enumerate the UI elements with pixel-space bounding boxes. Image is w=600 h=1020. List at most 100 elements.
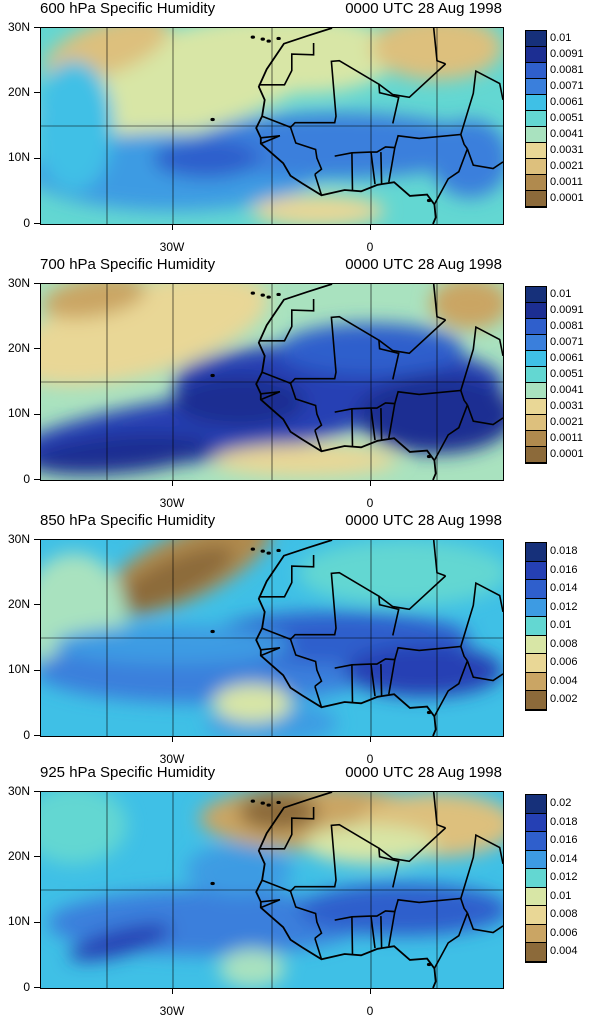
- country-border: [378, 575, 447, 611]
- island: [210, 373, 215, 378]
- legend-level-label: 0.0031: [550, 400, 584, 412]
- legend-color-swatch: [526, 47, 546, 63]
- legend-color-swatch: [526, 31, 546, 47]
- country-border: [370, 664, 376, 697]
- humidity-panel-700hpa: 700 hPa Specific Humidity 0000 UTC 28 Au…: [0, 256, 600, 512]
- legend-color-swatch: [526, 561, 546, 580]
- lat-tick-mark: [34, 283, 40, 284]
- legend-color-swatch: [526, 143, 546, 159]
- legend-level-label: 0.014: [550, 582, 578, 595]
- panel-title-level: 925 hPa Specific Humidity: [40, 764, 216, 781]
- humidity-field-svg: [41, 28, 503, 224]
- humidity-contour-region: [212, 444, 398, 477]
- lat-tick-mark: [34, 414, 40, 415]
- lon-tick-mark: [370, 736, 371, 742]
- country-border: [388, 403, 396, 439]
- legend-level-label: 0.0041: [550, 384, 584, 396]
- lat-tick-label: 30N: [7, 276, 30, 290]
- island: [210, 881, 215, 886]
- country-border: [351, 408, 354, 448]
- humidity-contour-region: [239, 792, 319, 832]
- lat-tick-mark: [34, 987, 40, 988]
- legend-color-swatch: [526, 887, 546, 906]
- island: [426, 198, 432, 203]
- country-border: [260, 391, 281, 401]
- country-border: [466, 148, 503, 170]
- color-legend-bar: [525, 286, 547, 464]
- island: [250, 547, 256, 551]
- country-border: [314, 430, 323, 452]
- country-border: [258, 555, 315, 598]
- legend-color-swatch: [526, 399, 546, 415]
- country-border: [351, 664, 354, 704]
- humidity-field-svg: [41, 792, 503, 988]
- humidity-contour-map: [40, 283, 504, 481]
- legend-color-swatch: [526, 351, 546, 367]
- legend-color-swatch: [526, 383, 546, 399]
- lat-tick-mark: [34, 604, 40, 605]
- legend-level-label: 0.01: [550, 619, 572, 632]
- legend-color-swatch: [526, 691, 546, 710]
- country-border: [432, 540, 446, 577]
- legend-color-swatch: [526, 580, 546, 599]
- lon-tick-label: 30W: [159, 496, 185, 510]
- country-border: [289, 127, 323, 175]
- country-border: [314, 686, 323, 708]
- island: [276, 36, 281, 41]
- legend-level-label: 0.006: [550, 656, 578, 669]
- country-border: [460, 69, 503, 135]
- legend-color-swatch: [526, 795, 546, 814]
- country-border: [289, 383, 323, 431]
- legend-color-swatch: [526, 598, 546, 617]
- country-border: [433, 148, 469, 205]
- lon-tick-label: 30W: [159, 752, 185, 766]
- country-border: [433, 404, 469, 461]
- lat-tick-label: 10N: [7, 150, 30, 164]
- legend-color-swatch: [526, 191, 546, 207]
- legend-color-swatch: [526, 95, 546, 111]
- lat-tick-mark: [34, 922, 40, 923]
- lat-tick-label: 10N: [7, 914, 30, 928]
- legend-level-label: 0.0051: [550, 112, 584, 124]
- lon-tick-label: 0: [366, 752, 374, 766]
- legend-color-swatch: [526, 287, 546, 303]
- legend-level-label: 0.008: [550, 908, 578, 921]
- legend-level-label: 0.018: [550, 545, 578, 558]
- humidity-contour-map: [40, 539, 504, 737]
- country-border: [261, 59, 400, 129]
- humidity-contour-region: [69, 923, 172, 961]
- country-border: [388, 659, 396, 695]
- humidity-contour-region: [41, 284, 269, 386]
- legend-color-swatch: [526, 335, 546, 351]
- humidity-contour-region: [192, 112, 484, 179]
- country-border: [289, 639, 323, 687]
- lat-tick-label: 20N: [7, 85, 30, 99]
- humidity-contour-region: [186, 844, 292, 897]
- island: [266, 39, 271, 43]
- country-border: [466, 660, 503, 682]
- humidity-contour-map: [40, 27, 504, 225]
- humidity-contour-region: [173, 375, 305, 428]
- island: [260, 801, 265, 805]
- humidity-contour-region: [298, 540, 503, 606]
- country-border: [460, 325, 503, 391]
- humidity-contour-map: [40, 791, 504, 989]
- country-border: [380, 916, 383, 948]
- legend-level-label: 0.0051: [550, 368, 584, 380]
- humidity-contour-region: [430, 284, 503, 330]
- panel-title-level: 600 hPa Specific Humidity: [40, 0, 216, 17]
- legend-color-swatch: [526, 654, 546, 673]
- island: [260, 293, 265, 297]
- humidity-field-svg: [41, 540, 503, 736]
- legend-level-label: 0.008: [550, 637, 578, 650]
- legend-color-swatch: [526, 617, 546, 636]
- lon-tick-mark: [172, 988, 173, 994]
- country-border: [380, 152, 383, 184]
- legend-level-label: 0.0011: [550, 432, 583, 444]
- humidity-contour-region: [153, 139, 259, 179]
- panel-title-time: 0000 UTC 28 Aug 1998: [345, 256, 502, 273]
- island: [250, 291, 256, 295]
- legend-level-label: 0.012: [550, 600, 578, 613]
- country-border: [261, 571, 400, 641]
